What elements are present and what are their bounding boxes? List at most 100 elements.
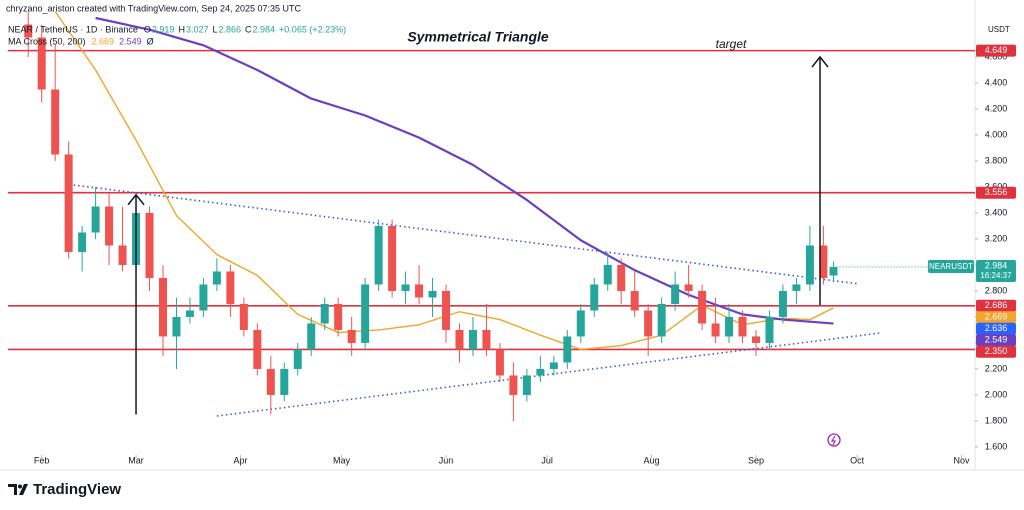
legend-text: Ø: [147, 36, 154, 46]
candle-body: [725, 316, 734, 337]
candle-body: [684, 284, 693, 291]
price-label: 3.556: [985, 187, 1008, 197]
candle-body: [509, 375, 518, 395]
candle-body: [320, 303, 329, 324]
candle-body: [361, 284, 370, 343]
candle-body: [91, 206, 100, 233]
candle-body: [751, 336, 760, 343]
candle-body: [617, 264, 626, 291]
candle-body: [185, 310, 194, 317]
candle-body: [819, 245, 828, 278]
candle-body: [455, 329, 464, 350]
price-label: 2.549: [985, 335, 1008, 345]
plot: [8, 11, 975, 421]
candle-body: [307, 323, 316, 350]
candle-body: [671, 284, 680, 304]
candle-body: [829, 267, 838, 276]
candle-body: [239, 303, 248, 330]
price-label: 2.686: [985, 300, 1008, 310]
y-tick-label: 1.600: [985, 441, 1008, 451]
countdown: 16:24:37: [980, 271, 1012, 280]
legend-text: 2.919: [152, 24, 175, 34]
x-tick-label: Apr: [233, 455, 247, 465]
candle-body: [563, 336, 572, 363]
candle-body: [78, 232, 87, 252]
candle-body: [266, 368, 275, 395]
legend-text: 2.549: [119, 36, 142, 46]
price-label-box: [976, 334, 1016, 347]
x-tick-label: Jul: [541, 455, 553, 465]
y-tick-label: 3.800: [985, 155, 1008, 165]
candle-body: [536, 368, 545, 376]
price-label-box: [976, 186, 1016, 199]
arrow-head: [127, 193, 145, 206]
y-tick-label: 4.200: [985, 103, 1008, 113]
candle-body: [334, 303, 343, 330]
y-tick-label: 1.800: [985, 415, 1008, 425]
price-label-box: [976, 299, 1016, 312]
candle-body: [657, 303, 666, 337]
y-tick-label: 4.000: [985, 129, 1008, 139]
candle-body: [495, 349, 504, 376]
legend-text: 2.984: [253, 24, 276, 34]
currency: USDT: [988, 25, 1010, 34]
candle-body: [199, 284, 208, 311]
candle-body: [293, 349, 302, 369]
x-tick-label: Aug: [644, 455, 660, 465]
candle-body: [24, 24, 33, 38]
x-tick-label: Oct: [850, 455, 865, 465]
legend-text: +0.065 (+2.23%): [279, 24, 346, 34]
candle-body: [388, 225, 397, 291]
price-label: 4.649: [985, 45, 1008, 55]
candle-body: [711, 323, 720, 337]
y-tick-label: 3.400: [985, 207, 1008, 217]
candle-body: [522, 375, 531, 395]
y-tick-label: 4.400: [985, 77, 1008, 87]
candle-body: [401, 284, 410, 291]
candle-body: [428, 290, 437, 298]
legend-text: C: [245, 24, 252, 34]
ma-line: [95, 16, 834, 325]
candle-body: [738, 316, 747, 337]
legend-text: NEAR / TetherUS · 1D · Binance: [8, 24, 138, 34]
x-tick-label: May: [333, 455, 351, 465]
x-tick-label: Feb: [34, 455, 50, 465]
price-label-box: [976, 260, 1016, 283]
candle-body: [280, 368, 289, 395]
candle-body: [158, 277, 167, 337]
trendline: [73, 184, 860, 285]
header: chryzano_ariston created with TradingVie…: [6, 3, 302, 13]
y-tick-label: 2.200: [985, 363, 1008, 373]
candle-body: [576, 310, 585, 337]
candle-body: [805, 245, 814, 285]
y-tick-label: 2.800: [985, 285, 1008, 295]
legend-text: 2.866: [218, 24, 241, 34]
candle-body: [415, 284, 424, 298]
candle-body: [644, 310, 653, 337]
candle-body: [590, 284, 599, 311]
arrow-head: [811, 55, 829, 68]
x-tick-label: Mar: [128, 455, 144, 465]
candle-body: [792, 284, 801, 291]
candle-body: [549, 362, 558, 369]
y-tick-label: 3.600: [985, 181, 1008, 191]
candle-body: [253, 329, 262, 369]
candle-body: [630, 290, 639, 311]
brand-logo: [8, 484, 28, 495]
legend-text: 3.027: [186, 24, 209, 34]
legend-text: MA Cross (50, 200): [8, 36, 86, 46]
price-label: 2.669: [985, 312, 1008, 322]
candle-body: [118, 245, 127, 265]
price-label: 2.984: [985, 260, 1008, 270]
candle-body: [37, 37, 46, 90]
price-label: 2.350: [985, 346, 1008, 356]
legend-text: L: [212, 24, 217, 34]
symbol-label: NEARUSDT: [929, 262, 973, 271]
annotation: target: [716, 37, 747, 51]
y-tick-label: 3.200: [985, 233, 1008, 243]
trendline: [216, 332, 881, 417]
price-label-box: [976, 44, 1016, 57]
candle-body: [482, 329, 491, 350]
